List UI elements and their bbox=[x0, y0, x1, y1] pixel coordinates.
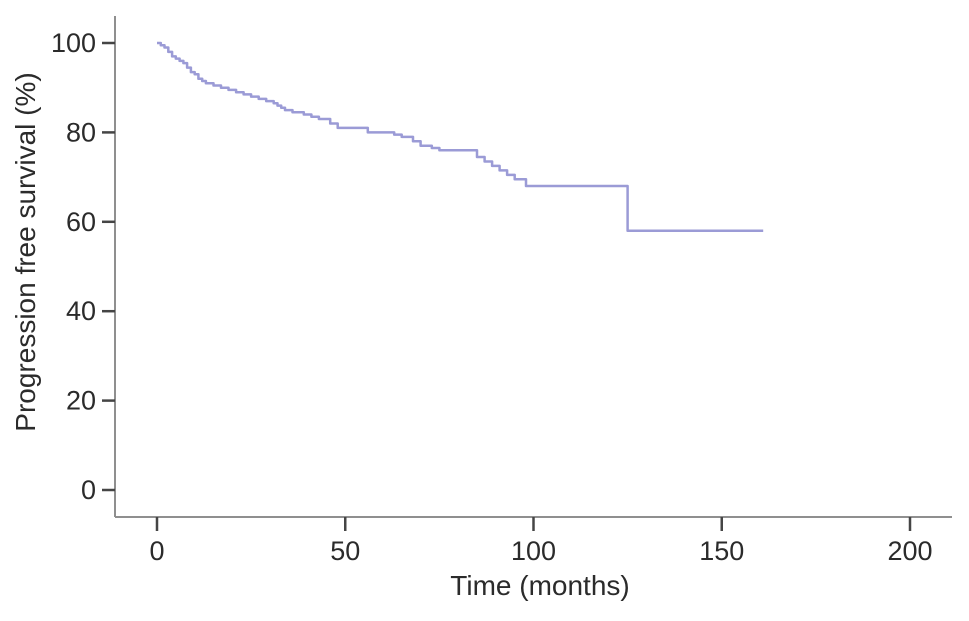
y-tick-label: 100 bbox=[51, 28, 96, 58]
x-tick-label: 150 bbox=[699, 536, 744, 566]
x-axis-title: Time (months) bbox=[450, 570, 630, 601]
y-tick-label: 20 bbox=[66, 386, 96, 416]
x-tick-label: 100 bbox=[511, 536, 556, 566]
y-tick-label: 0 bbox=[81, 475, 96, 505]
x-tick-label: 200 bbox=[887, 536, 932, 566]
survival-curve bbox=[157, 41, 764, 232]
x-tick-label: 50 bbox=[330, 536, 360, 566]
x-tick-label: 0 bbox=[149, 536, 164, 566]
y-tick-label: 80 bbox=[66, 117, 96, 147]
y-tick-label: 60 bbox=[66, 207, 96, 237]
y-axis-title: Progression free survival (%) bbox=[10, 72, 41, 432]
y-tick-label: 40 bbox=[66, 296, 96, 326]
